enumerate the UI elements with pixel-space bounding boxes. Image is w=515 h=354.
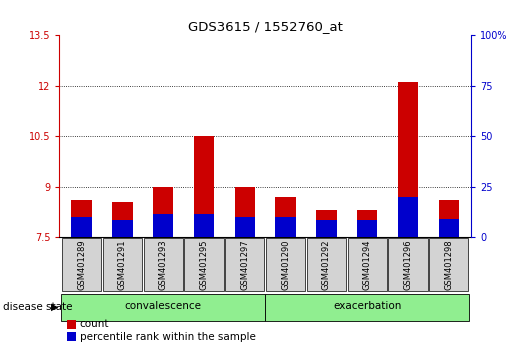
Bar <box>439 200 459 237</box>
Bar <box>112 202 133 237</box>
FancyBboxPatch shape <box>184 238 224 291</box>
Text: GSM401290: GSM401290 <box>281 239 290 290</box>
FancyBboxPatch shape <box>307 238 346 291</box>
Bar <box>398 197 418 237</box>
Bar <box>276 197 296 237</box>
Bar <box>398 82 418 237</box>
Text: GSM401291: GSM401291 <box>118 239 127 290</box>
Text: GSM401294: GSM401294 <box>363 239 372 290</box>
Text: percentile rank within the sample: percentile rank within the sample <box>80 332 256 342</box>
Bar <box>357 220 377 237</box>
Bar <box>153 187 174 237</box>
Bar <box>194 136 214 237</box>
Bar <box>72 217 92 237</box>
FancyBboxPatch shape <box>388 238 427 291</box>
Text: ▶: ▶ <box>50 302 58 312</box>
FancyBboxPatch shape <box>144 238 183 291</box>
FancyBboxPatch shape <box>62 238 101 291</box>
Text: disease state: disease state <box>3 302 72 312</box>
FancyBboxPatch shape <box>103 238 142 291</box>
FancyBboxPatch shape <box>266 238 305 291</box>
Text: GSM401298: GSM401298 <box>444 239 453 290</box>
Text: GSM401296: GSM401296 <box>403 239 413 290</box>
Bar <box>316 210 337 237</box>
FancyBboxPatch shape <box>348 238 387 291</box>
Bar <box>72 200 92 237</box>
FancyBboxPatch shape <box>265 293 469 321</box>
Text: GSM401297: GSM401297 <box>241 239 249 290</box>
FancyBboxPatch shape <box>225 238 264 291</box>
Bar <box>194 214 214 237</box>
Bar <box>316 220 337 237</box>
Bar <box>357 210 377 237</box>
FancyBboxPatch shape <box>429 238 468 291</box>
Bar <box>235 217 255 237</box>
Bar <box>235 187 255 237</box>
Text: GSM401289: GSM401289 <box>77 239 86 290</box>
FancyBboxPatch shape <box>61 293 265 321</box>
Text: GSM401295: GSM401295 <box>199 239 209 290</box>
Text: GSM401292: GSM401292 <box>322 239 331 290</box>
Title: GDS3615 / 1552760_at: GDS3615 / 1552760_at <box>188 20 342 33</box>
Bar <box>153 214 174 237</box>
Text: convalescence: convalescence <box>125 302 202 312</box>
Text: GSM401293: GSM401293 <box>159 239 168 290</box>
Bar <box>439 219 459 237</box>
Text: exacerbation: exacerbation <box>333 302 401 312</box>
Text: count: count <box>80 319 109 329</box>
Bar <box>276 217 296 237</box>
Bar <box>112 220 133 237</box>
